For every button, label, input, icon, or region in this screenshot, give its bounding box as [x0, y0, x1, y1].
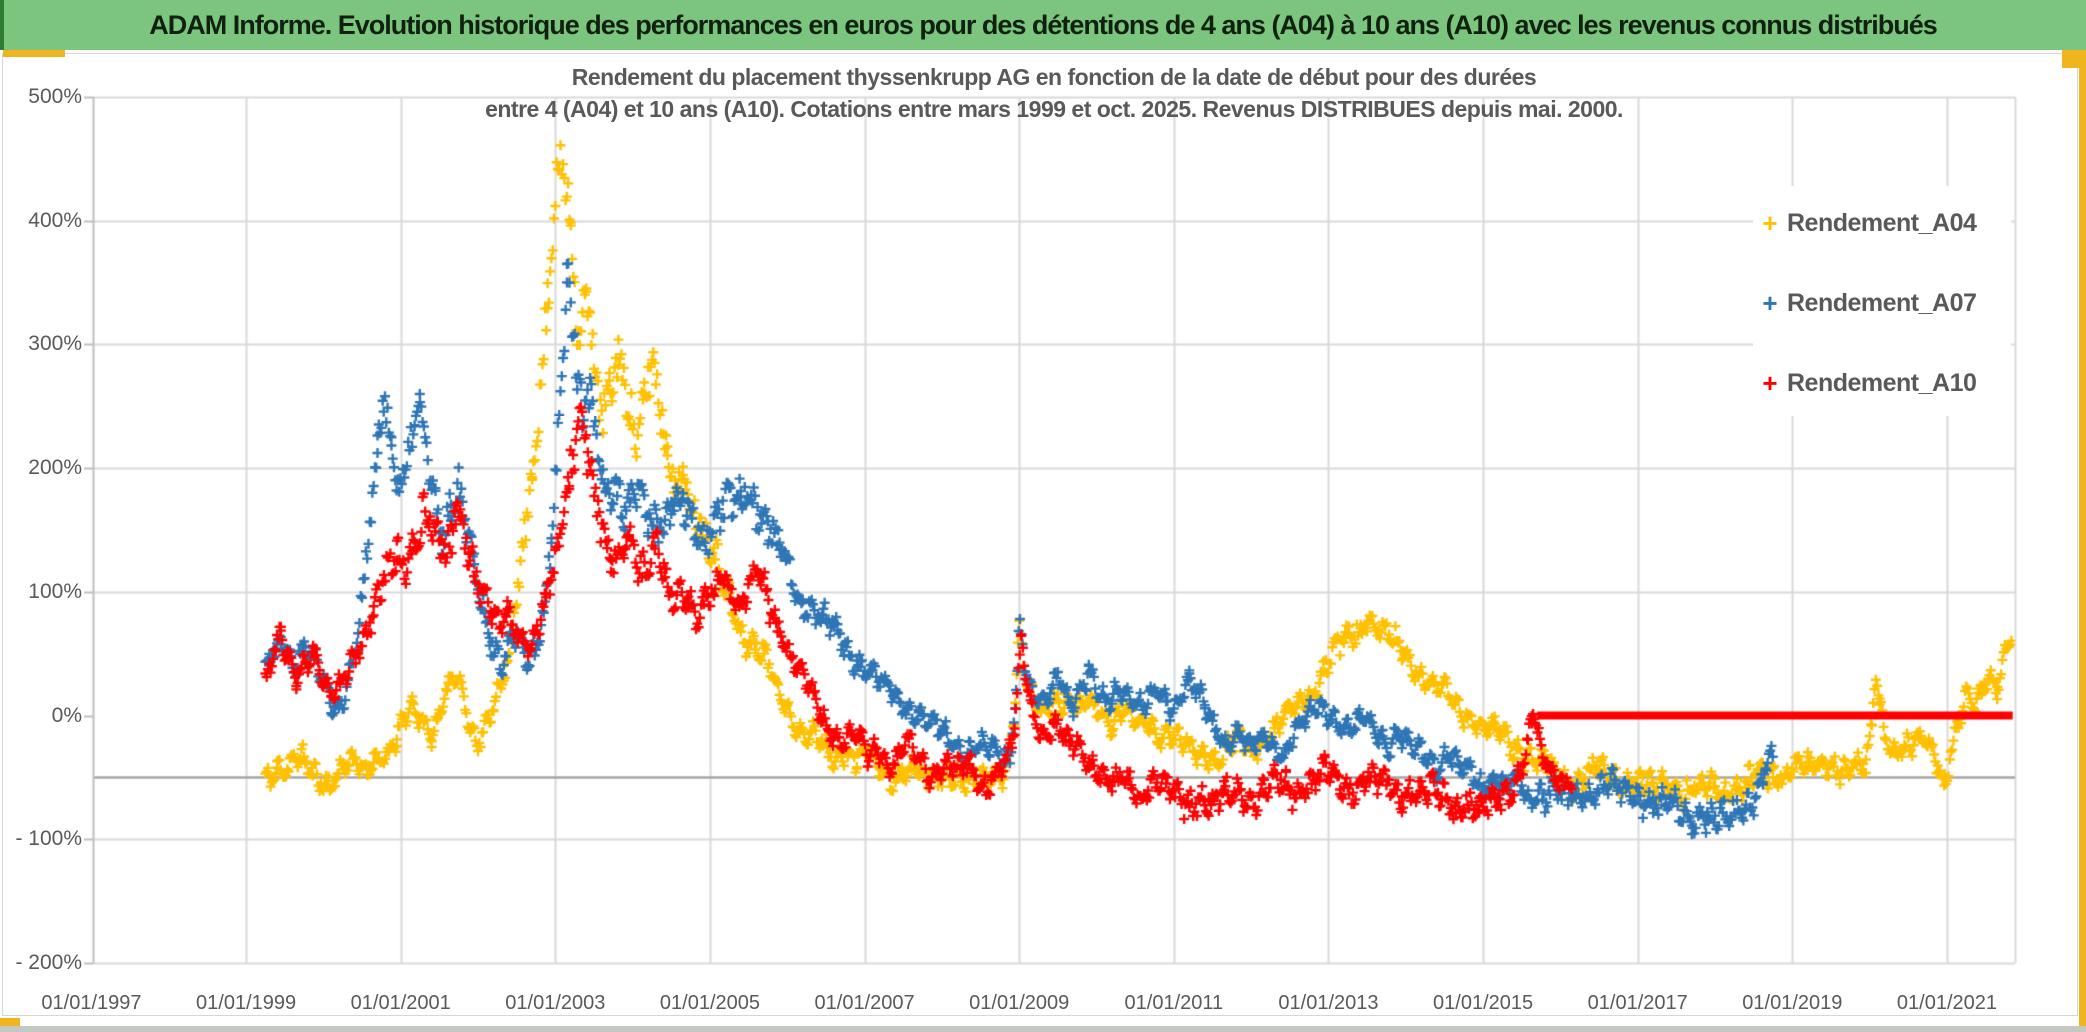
legend-entry: + Rendement_A04: [1753, 203, 2011, 243]
chart-title: Rendement du placement thyssenkrupp AG e…: [93, 61, 2015, 125]
x-axis-tick-label: 01/01/2021: [1896, 992, 1997, 1014]
y-axis-tick-label: 200%: [28, 456, 82, 480]
x-axis-tick-label: 01/01/1997: [41, 992, 142, 1014]
legend-entry-label: Rendement_A07: [1787, 288, 1977, 317]
y-axis-tick-label: 400%: [28, 208, 82, 232]
x-axis-tick-label: 01/01/2011: [1124, 992, 1224, 1014]
plus-marker-icon: +: [1762, 208, 1778, 238]
x-axis-tick-label: 01/01/2019: [1742, 992, 1843, 1014]
y-axis-tick-label: 300%: [28, 332, 82, 356]
y-axis-tick-label: 500%: [28, 85, 82, 108]
y-axis-tick-label: - 100%: [15, 827, 82, 851]
y-axis-tick-label: - 200%: [15, 951, 82, 974]
x-axis-tick-label: 01/01/2005: [659, 992, 760, 1014]
legend-entry: + Rendement_A10: [1753, 363, 2011, 403]
plus-marker-icon: +: [1762, 288, 1778, 318]
x-axis-tick-label: 01/01/2003: [505, 992, 606, 1014]
plus-marker-icon: +: [1762, 368, 1778, 398]
chart-legend: + Rendement_A04 + Rendement_A07 + Rendement_A…: [1753, 186, 2011, 416]
y-axis-tick-label: 100%: [28, 579, 82, 603]
y-axis-tick-label: 0%: [51, 703, 82, 727]
chart-title-line2: entre 4 (A04) et 10 ans (A10). Cotations…: [485, 96, 1623, 122]
x-axis-tick-label: 01/01/2013: [1278, 992, 1379, 1014]
x-axis-tick-label: 01/01/2015: [1433, 992, 1534, 1014]
legend-entry-label: Rendement_A04: [1787, 208, 1977, 237]
x-axis-tick-label: 01/01/2017: [1587, 992, 1688, 1014]
legend-entry: + Rendement_A07: [1753, 283, 2011, 323]
x-axis-tick-label: 01/01/1999: [196, 992, 297, 1014]
legend-entry-label: Rendement_A10: [1787, 368, 1977, 397]
chart-title-line1: Rendement du placement thyssenkrupp AG e…: [571, 64, 1537, 90]
x-axis-tick-label: 01/01/2007: [814, 992, 915, 1014]
x-axis-tick-label: 01/01/2009: [969, 992, 1070, 1014]
x-axis-tick-label: 01/01/2001: [350, 992, 451, 1014]
